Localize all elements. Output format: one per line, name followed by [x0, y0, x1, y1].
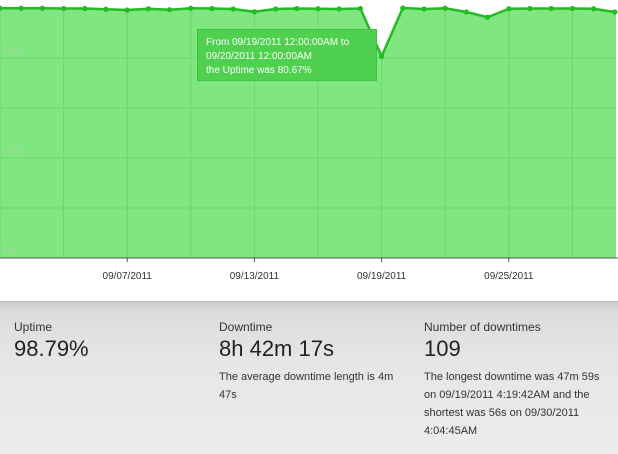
uptime-point: [612, 9, 618, 15]
uptime-point: [230, 6, 236, 12]
uptime-point: [188, 5, 194, 11]
uptime-point: [167, 7, 173, 13]
stats-panel: Uptime 98.79% Downtime 8h 42m 17s The av…: [0, 301, 618, 454]
uptime-point: [18, 5, 24, 11]
uptime-point: [527, 5, 533, 12]
x-tick-label: 09/07/2011: [103, 271, 153, 282]
x-tick-label: 09/13/2011: [230, 271, 280, 282]
downtime-stat: Downtime 8h 42m 17s The average downtime…: [219, 320, 409, 404]
uptime-point: [82, 5, 88, 12]
y-tick-label: 80%: [4, 46, 24, 57]
uptime-point: [251, 9, 257, 15]
tooltip-line-3: the Uptime was 80.67%: [206, 65, 312, 76]
uptime-point: [485, 14, 491, 20]
y-tick-label: 40%: [4, 146, 24, 157]
uptime-value: 98.79%: [14, 336, 89, 361]
uptime-point: [548, 5, 554, 12]
uptime-point: [315, 6, 321, 12]
uptime-point: [506, 6, 512, 12]
downtime-count-stat: Number of downtimes 109 The longest down…: [424, 320, 614, 440]
above-line-region: [0, 0, 616, 57]
downtime-note: The average downtime length is 4m 47s: [219, 371, 394, 401]
uptime-point: [442, 5, 448, 11]
downtime-count-note: The longest downtime was 47m 59s on 09/1…: [424, 371, 600, 437]
uptime-label: Uptime: [14, 320, 53, 334]
uptime-point: [463, 9, 469, 15]
uptime-point: [569, 5, 576, 12]
uptime-point: [145, 6, 151, 12]
uptime-point: [273, 6, 279, 12]
uptime-point: [0, 5, 3, 11]
uptime-point: [124, 7, 130, 13]
uptime-point: [379, 53, 385, 59]
uptime-point: [103, 6, 109, 12]
tooltip-line-2: 09/20/2011 12:00:00AM: [206, 51, 313, 62]
uptime-point: [39, 5, 46, 11]
downtime-count-value: 109: [424, 336, 461, 361]
downtime-label: Downtime: [219, 320, 273, 334]
tooltip-line-1: From 09/19/2011 12:00:00AM to: [206, 37, 350, 48]
y-tick-label: 0%: [4, 246, 19, 257]
x-tick-label: 09/19/2011: [357, 271, 407, 282]
uptime-point: [400, 5, 406, 11]
uptime-point: [61, 5, 67, 12]
chart-tooltip: From 09/19/2011 12:00:00AM to 09/20/2011…: [197, 29, 377, 81]
uptime-point: [294, 5, 300, 12]
uptime-point: [336, 6, 342, 12]
uptime-point: [209, 5, 215, 12]
downtime-count-label: Number of downtimes: [424, 320, 541, 334]
uptime-point: [421, 6, 427, 12]
x-tick-label: 09/25/2011: [484, 271, 534, 282]
uptime-point: [357, 5, 363, 12]
uptime-point: [591, 6, 597, 12]
downtime-value: 8h 42m 17s: [219, 336, 334, 361]
uptime-stat: Uptime 98.79%: [14, 320, 89, 368]
